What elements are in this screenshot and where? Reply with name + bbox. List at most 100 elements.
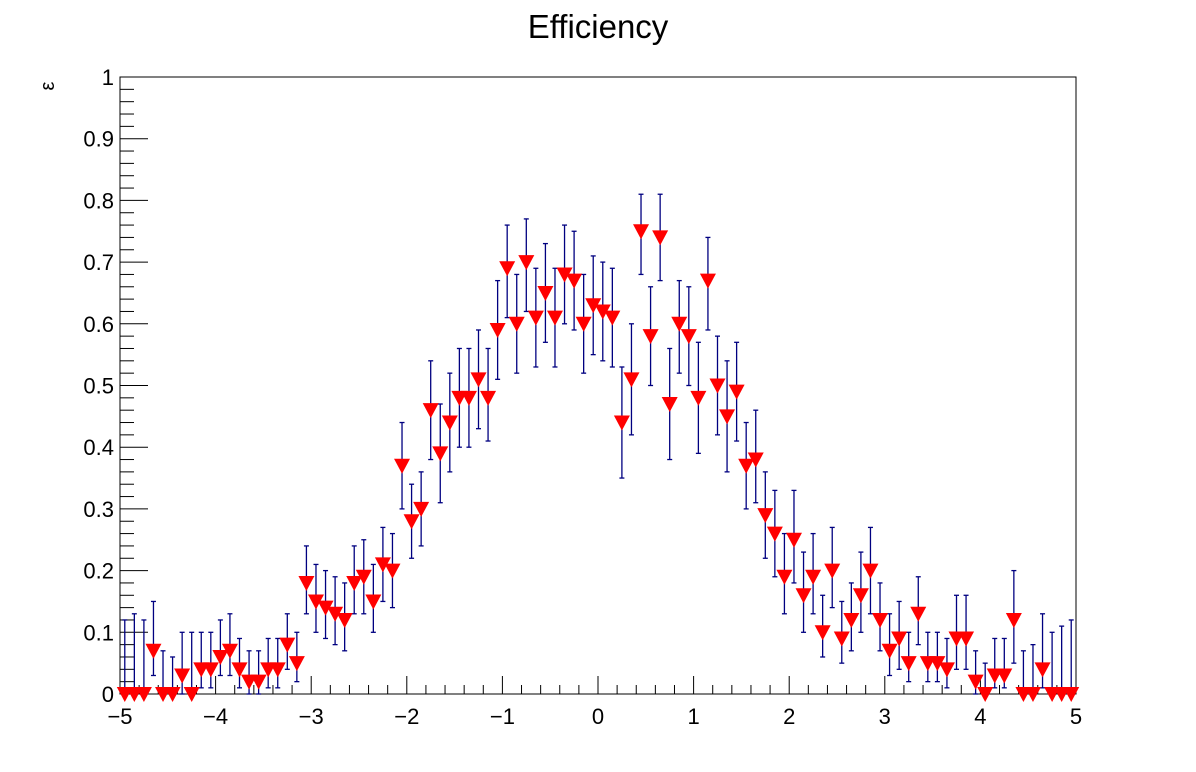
axes: −5 −4 −3 −2 −1 0 1 2 3 4 5 0 0.1 0.2 0.3 0.4 0.5 0.6 0.7 0.… [83, 65, 1082, 729]
data-point [422, 403, 439, 419]
y-tick-label: 0.7 [83, 250, 114, 275]
x-tick-label: −1 [490, 704, 515, 729]
data-point [307, 594, 324, 610]
data-point [183, 687, 200, 702]
data-point [680, 329, 697, 345]
data-point [900, 656, 917, 672]
data-point [996, 668, 1013, 684]
error-bar [1059, 625, 1065, 695]
data-point [537, 285, 554, 301]
chart-title: Efficiency [528, 8, 669, 45]
data-point [250, 674, 267, 690]
data-point [556, 267, 573, 283]
data-point [336, 612, 353, 628]
data-point [690, 390, 707, 406]
data-point [929, 656, 946, 672]
data-point [776, 569, 793, 585]
data-point [642, 329, 659, 345]
data-point [327, 606, 344, 622]
data-point [489, 322, 506, 338]
data-point [460, 390, 477, 406]
data-point [757, 508, 774, 524]
data-point [221, 643, 238, 659]
data-point [594, 304, 611, 320]
error-bar [1049, 631, 1055, 695]
x-tick-label: −5 [107, 704, 132, 729]
data-point [805, 569, 822, 585]
data-point [585, 298, 602, 314]
y-tick-label: 1 [102, 65, 114, 90]
data-point [135, 687, 152, 702]
data-point [766, 526, 783, 542]
data-point [738, 458, 755, 474]
data-point [728, 384, 745, 400]
data-point [279, 637, 296, 653]
x-tick-label: −4 [203, 704, 228, 729]
error-bar [150, 600, 156, 677]
data-point [298, 575, 315, 591]
data-point [317, 600, 334, 616]
data-point [604, 310, 621, 326]
y-axis-label: ε [37, 81, 59, 90]
data-point [202, 662, 219, 678]
data-point [843, 612, 860, 628]
data-point [862, 563, 879, 579]
data-point [480, 390, 497, 406]
data-point [795, 588, 812, 604]
data-point [575, 316, 592, 332]
y-tick-label: 0 [102, 682, 114, 707]
data-point [661, 397, 678, 413]
x-tick-label: 4 [974, 704, 986, 729]
x-tick-label: 0 [592, 704, 604, 729]
x-tick-label: 3 [879, 704, 891, 729]
data-point [374, 557, 391, 573]
error-bar [1068, 619, 1074, 695]
data-point [394, 458, 411, 474]
data-point [546, 310, 563, 326]
data-point [164, 687, 181, 702]
data-point [910, 606, 927, 622]
data-point [967, 674, 984, 690]
data-point [566, 273, 583, 289]
data-point [824, 563, 841, 579]
data-point [814, 625, 831, 641]
data-point [719, 409, 736, 425]
data-point [833, 631, 850, 647]
error-bar [217, 619, 223, 677]
data-point [470, 372, 487, 388]
error-bar [1030, 643, 1036, 695]
error-bar [198, 631, 204, 689]
data-point [881, 643, 898, 659]
x-tick-label: 1 [687, 704, 699, 729]
data-point [872, 612, 889, 628]
data-point [174, 668, 191, 684]
x-tick-label: −3 [299, 704, 324, 729]
data-point [527, 310, 544, 326]
error-bar [179, 631, 185, 695]
data-point [355, 569, 372, 585]
data-point [231, 662, 248, 678]
data-point [958, 631, 975, 647]
y-tick-label: 0.9 [83, 127, 114, 152]
x-tick-label: 5 [1070, 704, 1082, 729]
data-point [891, 631, 908, 647]
y-tick-label: 0.2 [83, 559, 114, 584]
error-bars [122, 193, 1074, 695]
y-tick-label: 0.1 [83, 620, 114, 645]
x-tick-label: 2 [783, 704, 795, 729]
data-point [145, 643, 162, 659]
data-point [508, 316, 525, 332]
data-point [709, 378, 726, 394]
plot-frame [119, 76, 1077, 695]
data-point [938, 662, 955, 678]
data-point [633, 224, 650, 240]
data-point [747, 452, 764, 468]
data-point [613, 415, 630, 431]
y-tick-label: 0.3 [83, 497, 114, 522]
data-point [977, 687, 994, 702]
error-bar [189, 631, 195, 695]
y-tick-label: 0.5 [83, 374, 114, 399]
data-point [852, 588, 869, 604]
data-point [623, 372, 640, 388]
